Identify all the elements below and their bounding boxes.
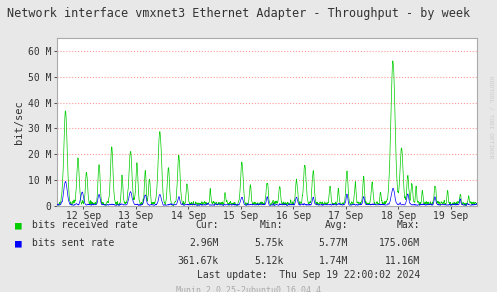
Text: ■: ■ bbox=[15, 220, 22, 230]
Text: bits sent rate: bits sent rate bbox=[32, 238, 114, 248]
Text: ■: ■ bbox=[15, 238, 22, 248]
Text: Network interface vmxnet3 Ethernet Adapter - Throughput - by week: Network interface vmxnet3 Ethernet Adapt… bbox=[7, 7, 470, 20]
Text: 5.75k: 5.75k bbox=[254, 238, 283, 248]
Text: Avg:: Avg: bbox=[325, 220, 348, 230]
Text: 1.74M: 1.74M bbox=[319, 256, 348, 265]
Text: Munin 2.0.25-2ubuntu0.16.04.4: Munin 2.0.25-2ubuntu0.16.04.4 bbox=[176, 286, 321, 292]
Text: 361.67k: 361.67k bbox=[177, 256, 219, 265]
Y-axis label: bit/sec: bit/sec bbox=[14, 100, 24, 144]
Text: 2.96M: 2.96M bbox=[189, 238, 219, 248]
Text: RRDTOOL / TOBI OETIKER: RRDTOOL / TOBI OETIKER bbox=[489, 76, 494, 158]
Text: 175.06M: 175.06M bbox=[379, 238, 420, 248]
Text: Cur:: Cur: bbox=[195, 220, 219, 230]
Text: 5.77M: 5.77M bbox=[319, 238, 348, 248]
Text: 5.12k: 5.12k bbox=[254, 256, 283, 265]
Text: Min:: Min: bbox=[260, 220, 283, 230]
Text: Max:: Max: bbox=[397, 220, 420, 230]
Text: 11.16M: 11.16M bbox=[385, 256, 420, 265]
Text: bits received rate: bits received rate bbox=[32, 220, 138, 230]
Text: Last update:  Thu Sep 19 22:00:02 2024: Last update: Thu Sep 19 22:00:02 2024 bbox=[197, 270, 420, 280]
